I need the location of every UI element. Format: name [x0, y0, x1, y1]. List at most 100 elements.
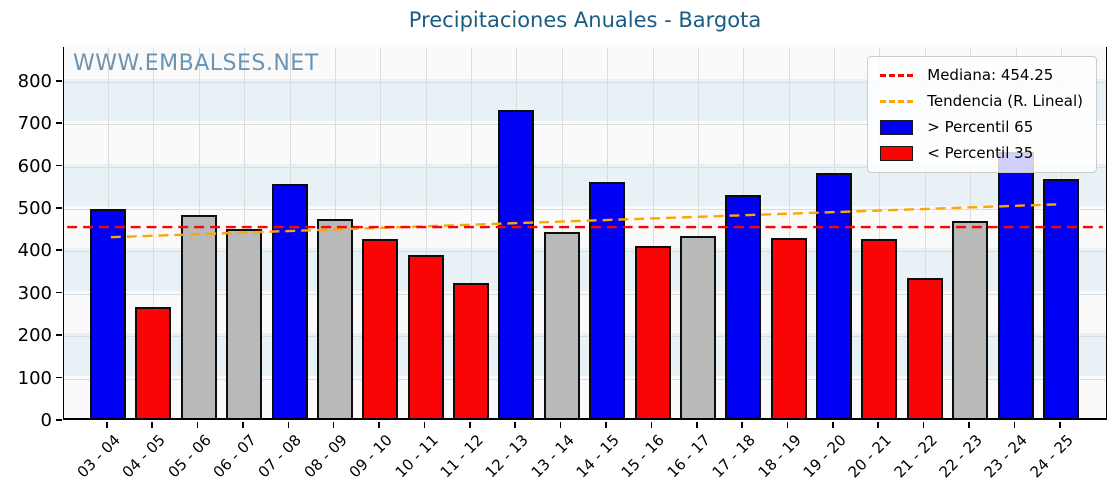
bar-19-20 [816, 173, 853, 418]
horizontal-grid-line [64, 124, 1106, 126]
y-axis-tick-label: 600 [17, 155, 52, 177]
x-axis-tick-mark [877, 422, 880, 428]
bar-07-08 [271, 183, 308, 418]
legend-item-above-percentile: > Percentil 65 [880, 118, 1083, 136]
x-axis-tick-label: 06 - 07 [209, 431, 260, 482]
background-band [64, 333, 1106, 376]
x-axis-tick-mark [968, 422, 970, 428]
legend-item-median: Mediana: 454.25 [880, 66, 1083, 84]
y-axis-tick-mark [56, 79, 62, 82]
x-axis-tick-label: 12 - 13 [481, 431, 533, 482]
background-band [64, 206, 1106, 249]
bar-14-15 [589, 182, 626, 418]
x-axis-tick-label: 09 - 10 [345, 431, 397, 482]
x-axis-tick-mark [922, 422, 925, 428]
bar-05-06 [180, 215, 217, 418]
y-axis-tick-mark [56, 122, 62, 124]
horizontal-grid-line [64, 378, 1106, 380]
bar-12-13 [498, 109, 535, 418]
legend-label: Tendencia (R. Lineal) [927, 92, 1083, 110]
bar-06-07 [226, 228, 263, 418]
x-axis-tick-label: 19 - 20 [799, 431, 850, 482]
x-axis-tick-mark [242, 422, 244, 428]
x-axis-tick-mark [786, 422, 789, 428]
y-axis-tick-label: 500 [17, 198, 52, 220]
y-axis-tick-mark [56, 207, 62, 209]
x-axis-tick-label: 24 - 25 [1026, 431, 1077, 482]
y-axis-tick-label: 0 [40, 410, 52, 431]
bar-24-25 [1043, 179, 1079, 418]
legend-item-trend: Tendencia (R. Lineal) [880, 92, 1083, 110]
x-axis-tick-label: 15 - 16 [617, 431, 669, 482]
watermark-text: WWW.EMBALSES.NET [73, 51, 319, 76]
y-axis-tick-label: 400 [17, 240, 52, 262]
legend-label: Mediana: 454.25 [927, 66, 1054, 84]
y-axis-tick-mark [56, 376, 62, 379]
x-axis-tick-mark [287, 422, 290, 428]
y-axis-tick-label: 800 [17, 70, 52, 92]
horizontal-grid-line [64, 166, 1106, 168]
background-band [64, 248, 1106, 291]
chart-title: Precipitaciones Anuales - Bargota [408, 8, 762, 32]
bar-15-16 [634, 246, 671, 418]
y-axis-tick-mark [56, 249, 62, 252]
bar-21-22 [906, 278, 943, 418]
bar-16-17 [679, 235, 716, 418]
x-axis-tick-mark [423, 422, 426, 428]
bar-23-24 [997, 151, 1034, 418]
x-axis-tick-label: 03 - 04 [73, 431, 124, 482]
x-axis-tick-mark [514, 422, 517, 428]
blue-box-swatch [880, 119, 914, 135]
x-axis-tick-label: 16 - 17 [663, 431, 714, 482]
y-axis-tick-mark [56, 164, 62, 167]
x-axis-tick-mark [1059, 422, 1061, 428]
background-band [64, 375, 1106, 418]
x-axis-tick-mark [332, 422, 335, 428]
horizontal-grid-line [64, 251, 1106, 253]
median-dashed-line-swatch [880, 73, 914, 77]
x-axis-tick-mark [741, 422, 743, 428]
y-axis-tick-label: 200 [17, 325, 52, 347]
horizontal-grid-line [64, 293, 1106, 295]
y-axis-tick-mark [56, 419, 62, 421]
legend: Mediana: 454.25 Tendencia (R. Lineal) > … [867, 56, 1097, 173]
x-axis-tick-label: 05 - 06 [164, 431, 215, 482]
x-axis-tick-mark [559, 422, 562, 428]
x-axis-tick-label: 22 - 23 [935, 431, 986, 482]
bar-08-09 [316, 218, 353, 418]
x-axis-tick-label: 07 - 08 [254, 431, 306, 482]
bar-09-10 [362, 238, 399, 418]
x-axis-tick-mark [695, 422, 698, 428]
y-axis-tick-label: 100 [17, 367, 52, 389]
y-axis-tick-label: 300 [17, 282, 52, 304]
bar-20-21 [861, 238, 898, 418]
x-axis-tick-label: 04 - 05 [118, 431, 170, 482]
x-axis-tick-label: 17 - 18 [708, 431, 760, 482]
x-axis-tick-label: 14 - 15 [572, 431, 623, 482]
bar-22-23 [952, 220, 989, 418]
horizontal-grid-line [64, 336, 1106, 338]
y-axis-tick-label: 700 [17, 113, 52, 135]
bar-13-14 [543, 231, 580, 418]
x-axis-tick-label: 23 - 24 [981, 431, 1032, 482]
bar-03-04 [90, 208, 126, 418]
legend-item-below-percentile: < Percentil 35 [880, 144, 1083, 162]
x-axis-tick-mark [106, 422, 108, 428]
bar-17-18 [725, 194, 762, 418]
legend-label: > Percentil 65 [927, 118, 1034, 136]
x-axis-tick-mark [832, 422, 834, 428]
red-box-swatch [880, 145, 914, 161]
x-axis-tick-mark [469, 422, 471, 428]
x-axis-tick-label: 08 - 09 [300, 431, 351, 482]
x-axis-tick-mark [378, 422, 380, 428]
x-axis-tick-mark [151, 422, 153, 428]
bar-11-12 [453, 283, 490, 418]
x-axis-tick-mark [1013, 422, 1016, 428]
x-axis-tick-mark [650, 422, 653, 428]
x-axis-tick-mark [605, 422, 607, 428]
x-axis-tick-label: 10 - 11 [391, 431, 442, 482]
horizontal-grid-line [64, 81, 1106, 83]
y-axis-tick-mark [56, 334, 62, 336]
legend-label: < Percentil 35 [927, 144, 1034, 162]
